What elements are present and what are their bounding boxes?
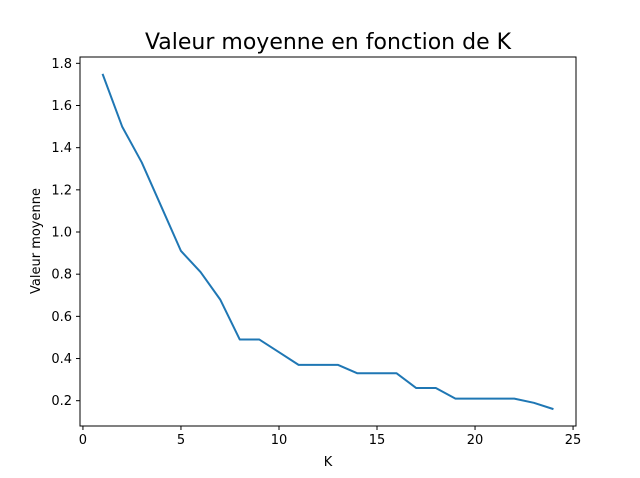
y-tick-label: 0.8 [51,268,72,283]
x-axis-label: K [324,455,333,470]
x-tick-label: 15 [369,433,386,448]
y-tick-label: 0.6 [51,310,72,325]
x-tick-label: 5 [177,433,185,448]
x-tick-label: 20 [467,433,484,448]
y-tick-label: 0.2 [51,394,72,409]
y-axis-ticks: 0.2 0.4 0.6 0.8 1.0 1.2 1.4 1.6 1.8 [51,57,80,409]
x-tick-label: 0 [79,433,87,448]
y-tick-label: 1.8 [51,57,72,72]
chart-title: Valeur moyenne en fonction de K [145,30,512,55]
y-tick-label: 0.4 [51,352,72,367]
x-tick-label: 10 [271,433,288,448]
y-tick-label: 1.4 [51,141,72,156]
x-tick-label: 25 [565,433,582,448]
plot-area [79,56,577,427]
data-points [102,73,554,410]
x-axis-ticks: 0 5 10 15 20 25 [79,426,582,448]
y-axis-label: Valeur moyenne [29,188,44,294]
series-line [101,73,554,411]
y-tick-label: 1.6 [51,99,72,114]
y-tick-label: 1.2 [51,183,72,198]
y-tick-label: 1.0 [51,226,72,241]
